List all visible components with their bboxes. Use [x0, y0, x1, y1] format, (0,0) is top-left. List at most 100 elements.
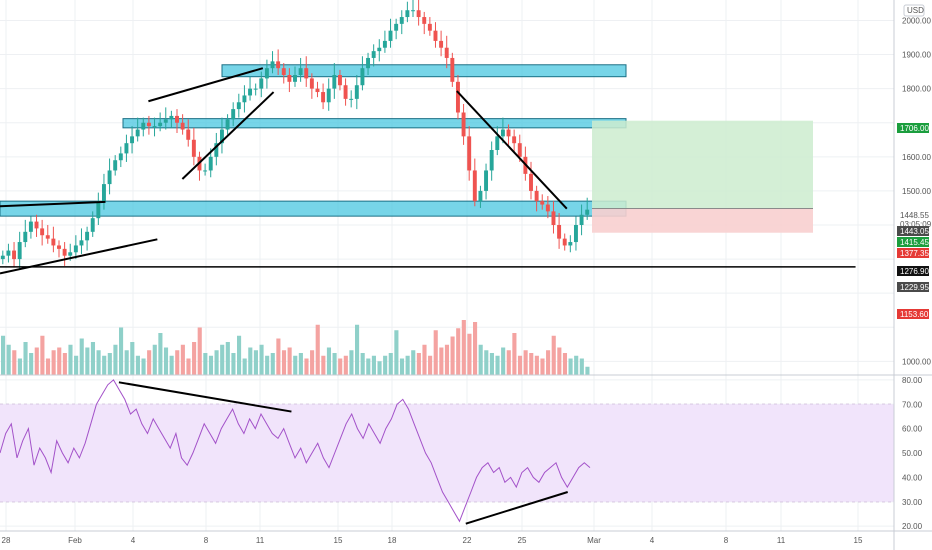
volume-bar [562, 353, 568, 375]
volume-bar [461, 320, 466, 375]
price-tag [897, 282, 929, 292]
volume-bar [23, 342, 28, 375]
volume-bar [326, 347, 332, 375]
time-tick-label: Mar [587, 536, 601, 545]
candle-body [45, 235, 50, 239]
volume-bar [546, 350, 551, 375]
candle-body [472, 170, 477, 202]
volume-bar [574, 355, 579, 375]
candle-body [439, 40, 444, 48]
candle-body [332, 75, 337, 89]
time-axis[interactable]: 28 Feb 4 8 11 15 18 22 25 Mar 4 8 11 15 [2, 536, 863, 545]
price-tick-label: 1800.00 [902, 85, 931, 94]
price-tick-label: 1600.00 [902, 153, 931, 162]
candle-body [17, 242, 22, 260]
time-tick-label: 4 [650, 536, 655, 545]
volume-bar [585, 366, 590, 375]
price-tick-label: 1500.00 [902, 187, 931, 196]
candle-body [34, 221, 39, 229]
time-tick-label: 11 [777, 536, 786, 545]
candle-body [248, 88, 253, 96]
stop-zone[interactable] [592, 208, 813, 233]
price-tag [897, 248, 929, 258]
volume-bar [281, 350, 287, 375]
price-axis[interactable]: 2000.00 1900.00 1800.00 1600.00 1500.00 1000.… [902, 16, 931, 366]
volume-bar [220, 344, 225, 375]
candle-body [377, 47, 382, 52]
volume-bar [113, 344, 118, 375]
volume-bar [489, 353, 494, 375]
volume-bar [287, 347, 292, 375]
candle-body [57, 245, 61, 249]
candle-body [427, 23, 432, 31]
zones-layer[interactable] [0, 64, 627, 217]
rsi-tick-label: 60.00 [902, 425, 923, 434]
candle-body [366, 57, 371, 69]
candle-body [191, 139, 196, 157]
trendline[interactable] [181, 91, 275, 180]
trendline[interactable] [0, 238, 158, 275]
candle-body [6, 250, 11, 256]
time-tick-label: 8 [204, 536, 209, 545]
candle-body [175, 115, 179, 123]
candle-body [113, 160, 118, 171]
rsi-tick-label: 30.00 [902, 498, 923, 507]
volume-bar [102, 355, 107, 375]
price-tick-label: 1000.00 [902, 357, 931, 366]
time-tick-label: 22 [463, 536, 472, 545]
candle-body [96, 201, 101, 219]
trendline[interactable] [465, 491, 568, 525]
currency-badge[interactable] [903, 4, 925, 17]
volume-bar [6, 344, 11, 375]
volume-bar [51, 350, 56, 375]
candle-body [321, 92, 326, 103]
zone-rect[interactable] [0, 200, 627, 217]
volume-bar [332, 353, 337, 375]
volume-bar [523, 350, 528, 375]
price-tag-label: 1415.45 [900, 238, 929, 247]
candle-body [411, 10, 415, 12]
profit-zone[interactable] [592, 120, 813, 209]
candle-body [146, 122, 151, 127]
candle-body [568, 242, 573, 246]
trendline[interactable] [148, 67, 264, 103]
candle-body [73, 245, 78, 253]
candle-body [40, 228, 45, 236]
zone-rect[interactable] [122, 118, 627, 129]
price-tick-label: 2000.00 [902, 16, 931, 25]
zone-rect[interactable] [221, 64, 627, 78]
volume-bar [360, 353, 365, 375]
volume-bar [529, 353, 534, 375]
volume-bar [62, 353, 67, 375]
candle-body [455, 81, 460, 113]
volume-bar [478, 344, 483, 375]
trendline[interactable] [456, 90, 568, 210]
candle-body [529, 173, 533, 191]
candle-body [169, 115, 174, 120]
volume-bar [169, 355, 174, 375]
rsi-axis[interactable]: 80.00 70.00 60.00 50.00 40.00 30.00 20.00 [902, 376, 923, 531]
candle-body [180, 122, 185, 130]
volume-bar [579, 358, 584, 375]
trendlines[interactable] [0, 67, 856, 525]
candle-body [315, 88, 320, 93]
time-tick-label: 8 [724, 536, 729, 545]
volume-bar [416, 353, 421, 375]
trendline[interactable] [0, 200, 106, 208]
candle-body [484, 170, 489, 191]
rsi-tick-label: 20.00 [902, 522, 923, 531]
volume-bar [96, 350, 101, 375]
trendline[interactable] [118, 381, 292, 413]
volume-bar [17, 358, 22, 375]
candle-body [152, 126, 157, 128]
long-position-tool[interactable] [592, 120, 813, 233]
candle-body [337, 75, 342, 86]
volume-bar [399, 358, 405, 375]
volume-bar [456, 328, 461, 375]
volume-bar [259, 344, 264, 375]
candle-body [276, 61, 281, 69]
candle-body [489, 150, 494, 171]
volume-bar [175, 350, 180, 375]
candle-body [186, 129, 191, 140]
